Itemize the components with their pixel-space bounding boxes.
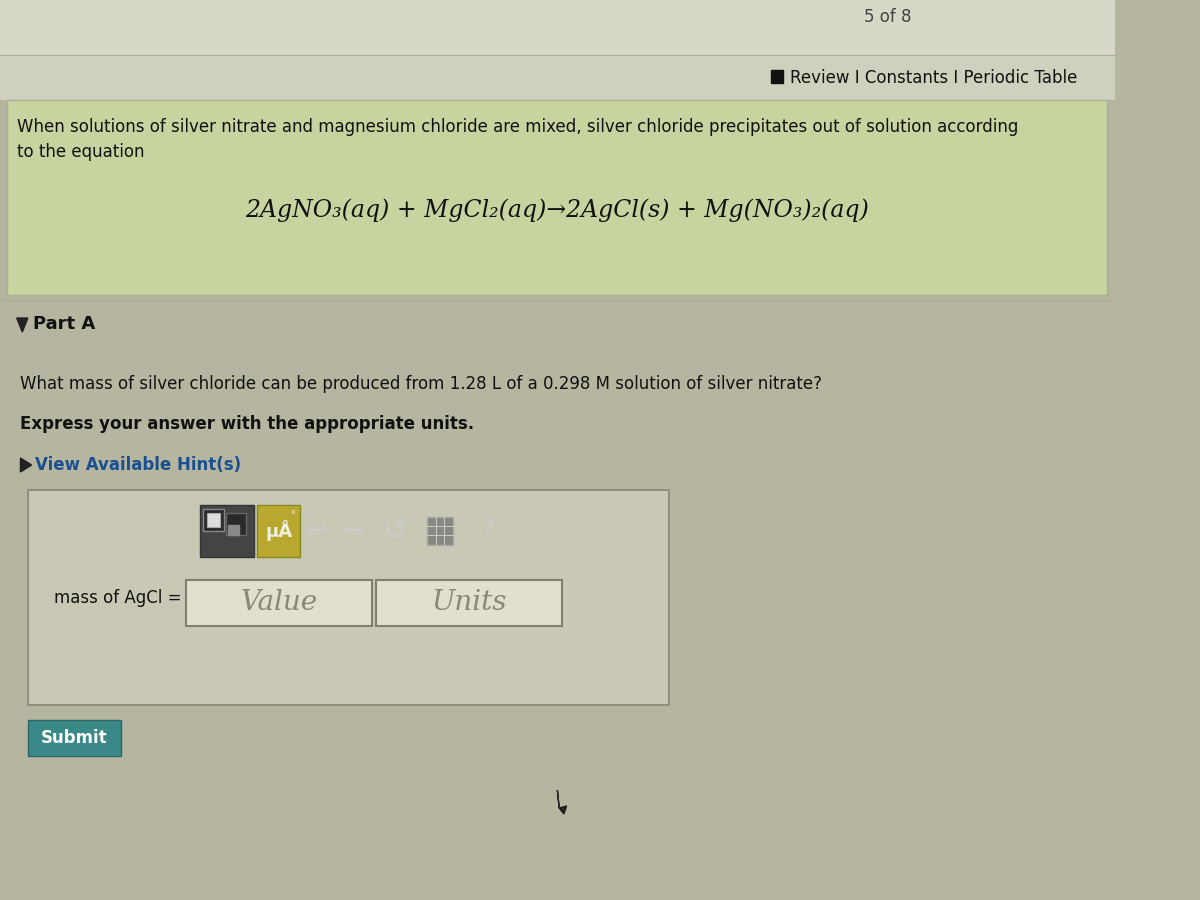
Bar bbox=[257, 505, 300, 557]
Bar bbox=[770, 70, 784, 83]
Text: Units: Units bbox=[431, 590, 506, 616]
Bar bbox=[377, 580, 562, 626]
Bar bbox=[186, 580, 372, 626]
Text: °: ° bbox=[290, 510, 295, 520]
Bar bbox=[0, 55, 1115, 100]
Text: Part A: Part A bbox=[34, 315, 96, 333]
Text: μÅ: μÅ bbox=[265, 520, 293, 542]
Text: Submit: Submit bbox=[41, 729, 108, 747]
Bar bbox=[208, 513, 220, 527]
Text: 5 of 8: 5 of 8 bbox=[864, 8, 911, 26]
Bar bbox=[28, 720, 121, 756]
Bar bbox=[427, 517, 454, 545]
Text: to the equation: to the equation bbox=[17, 143, 144, 161]
Text: 2AgNO₃(aq) + MgCl₂(aq)→2AgCl(s) + Mg(NO₃)₂(aq): 2AgNO₃(aq) + MgCl₂(aq)→2AgCl(s) + Mg(NO₃… bbox=[245, 198, 869, 221]
Text: mass of AgCl =: mass of AgCl = bbox=[54, 589, 181, 607]
Polygon shape bbox=[557, 790, 566, 814]
Text: ↺: ↺ bbox=[383, 517, 407, 545]
Bar bbox=[204, 509, 224, 531]
Bar bbox=[7, 100, 1108, 295]
Text: View Available Hint(s): View Available Hint(s) bbox=[35, 456, 241, 474]
Polygon shape bbox=[20, 458, 31, 472]
Bar bbox=[0, 0, 1115, 55]
Bar bbox=[199, 505, 253, 557]
Bar bbox=[226, 513, 246, 535]
Text: ↩: ↩ bbox=[305, 519, 326, 543]
Bar bbox=[228, 525, 239, 535]
Text: ?: ? bbox=[481, 519, 494, 543]
Text: What mass of silver chloride can be produced from 1.28 L of a 0.298 M solution o: What mass of silver chloride can be prod… bbox=[20, 375, 822, 393]
Text: When solutions of silver nitrate and magnesium chloride are mixed, silver chlori: When solutions of silver nitrate and mag… bbox=[17, 118, 1018, 136]
Bar bbox=[28, 490, 668, 705]
Text: Value: Value bbox=[240, 590, 317, 616]
Polygon shape bbox=[17, 318, 28, 332]
Text: Review I Constants I Periodic Table: Review I Constants I Periodic Table bbox=[790, 69, 1076, 87]
Text: Express your answer with the appropriate units.: Express your answer with the appropriate… bbox=[20, 415, 474, 433]
Text: ↪: ↪ bbox=[342, 519, 364, 543]
